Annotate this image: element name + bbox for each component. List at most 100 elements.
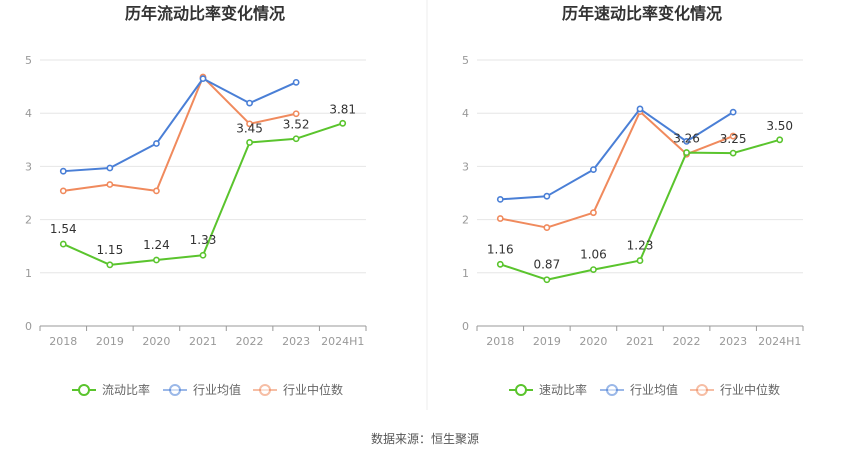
x-tick-label: 2020	[579, 335, 607, 348]
x-tick-label: 2024H1	[321, 335, 364, 348]
data-label: 1.15	[96, 243, 123, 257]
industry-median-line	[500, 110, 734, 229]
y-tick-label: 1	[462, 267, 469, 280]
primary-ratio-point[interactable]	[776, 136, 784, 144]
industry-median-point[interactable]	[590, 209, 597, 217]
legend-marker	[515, 384, 527, 396]
primary-ratio-point[interactable]	[292, 135, 300, 143]
legend-label: 行业中位数	[283, 382, 343, 397]
y-tick-label: 3	[25, 160, 32, 173]
industry-mean-point[interactable]	[683, 137, 690, 145]
primary-ratio-point[interactable]	[153, 256, 160, 264]
y-tick-label: 3	[462, 160, 469, 173]
x-tick-label: 2019	[96, 335, 124, 348]
data-label: 1.24	[143, 238, 170, 252]
y-tick-label: 5	[462, 54, 469, 67]
x-tick-label: 2023	[282, 335, 310, 348]
legend-item-industry-mean[interactable]: 行业均值	[163, 382, 241, 397]
x-tick-label: 2022	[673, 335, 701, 348]
industry-mean-point[interactable]	[246, 99, 253, 107]
x-tick-label: 2019	[533, 335, 561, 348]
y-tick-label: 4	[25, 107, 32, 120]
industry-mean-point[interactable]	[59, 167, 67, 175]
primary-ratio-point[interactable]	[339, 119, 347, 127]
primary-ratio-point[interactable]	[106, 261, 114, 269]
y-tick-label: 4	[462, 107, 469, 120]
industry-median-point[interactable]	[729, 132, 737, 140]
industry-median-point[interactable]	[496, 215, 504, 222]
x-tick-label: 2023	[719, 335, 747, 348]
industry-median-point[interactable]	[153, 187, 160, 195]
data-label: 1.54	[50, 222, 77, 236]
data-label: 0.87	[533, 258, 560, 272]
industry-mean-point[interactable]	[153, 140, 160, 147]
y-tick-label: 0	[462, 320, 469, 333]
legend-item-primary-ratio[interactable]: 速动比率	[509, 382, 587, 397]
primary-ratio-point[interactable]	[246, 139, 253, 146]
industry-mean-point[interactable]	[292, 78, 300, 86]
industry-mean-point[interactable]	[106, 164, 114, 172]
x-tick-label: 2021	[189, 335, 217, 348]
legend-label: 行业均值	[193, 382, 241, 397]
primary-ratio-point[interactable]	[496, 260, 504, 268]
chart-title: 历年流动比率变化情况	[125, 4, 285, 23]
x-tick-label: 2024H1	[758, 335, 801, 348]
legend-marker	[606, 384, 618, 396]
y-tick-label: 1	[25, 267, 32, 280]
data-label: 3.52	[283, 118, 310, 132]
source-note: 数据来源：恒生聚源	[371, 431, 479, 446]
data-label: 1.33	[190, 233, 217, 247]
x-tick-label: 2021	[626, 335, 654, 348]
legend-label: 行业中位数	[720, 382, 780, 397]
y-tick-label: 5	[25, 54, 32, 67]
data-label: 3.45	[236, 121, 263, 135]
industry-mean-point[interactable]	[636, 105, 644, 113]
industry-mean-line	[63, 77, 297, 173]
legend-marker	[259, 384, 271, 396]
y-tick-label: 2	[462, 214, 469, 227]
industry-median-point[interactable]	[59, 187, 67, 195]
industry-mean-line	[500, 107, 734, 201]
legend-marker	[169, 384, 181, 396]
primary-ratio-point[interactable]	[59, 240, 67, 248]
industry-median-point[interactable]	[543, 224, 551, 231]
legend-label: 速动比率	[539, 382, 587, 397]
x-tick-label: 2018	[49, 335, 77, 348]
primary-ratio-point[interactable]	[729, 149, 737, 157]
data-label: 1.16	[487, 242, 514, 256]
industry-mean-point[interactable]	[543, 192, 551, 200]
industry-mean-point[interactable]	[590, 166, 597, 173]
quick-ratio-chart: 历年速动比率变化情况 0 1 2 3 4 5 2018 2019 2020 2021 2022 2023…	[462, 4, 804, 397]
x-tick-label: 2020	[142, 335, 170, 348]
legend-item-industry-median[interactable]: 行业中位数	[690, 382, 780, 397]
chart-title: 历年速动比率变化情况	[562, 4, 722, 23]
legend-item-primary-ratio[interactable]: 流动比率	[72, 382, 150, 397]
legend-marker	[78, 384, 90, 396]
industry-median-point[interactable]	[292, 110, 300, 118]
industry-mean-point[interactable]	[199, 75, 207, 83]
current-ratio-chart: 历年流动比率变化情况 0 1 2 3 4 5 2018 2019 2020 2021 2022 2023…	[25, 4, 367, 397]
y-tick-label: 2	[25, 214, 32, 227]
data-label: 3.50	[766, 119, 793, 133]
industry-median-point[interactable]	[106, 181, 114, 188]
primary-ratio-point[interactable]	[590, 266, 597, 274]
primary-ratio-point[interactable]	[636, 257, 644, 264]
primary-ratio-point[interactable]	[543, 276, 551, 284]
legend-label: 流动比率	[102, 382, 150, 397]
primary-ratio-point[interactable]	[199, 251, 207, 259]
legend-item-industry-mean[interactable]: 行业均值	[600, 382, 678, 397]
industry-mean-point[interactable]	[496, 195, 504, 203]
x-tick-label: 2022	[236, 335, 264, 348]
data-label: 1.06	[580, 248, 607, 262]
primary-ratio-point[interactable]	[683, 149, 690, 156]
legend-item-industry-median[interactable]: 行业中位数	[253, 382, 343, 397]
data-label: 1.23	[627, 239, 654, 253]
industry-median-point[interactable]	[246, 120, 253, 128]
x-tick-label: 2018	[486, 335, 514, 348]
data-label: 3.81	[329, 102, 356, 116]
industry-mean-point[interactable]	[729, 108, 737, 116]
data-label: 3.26	[673, 132, 700, 146]
legend-label: 行业均值	[630, 382, 678, 397]
